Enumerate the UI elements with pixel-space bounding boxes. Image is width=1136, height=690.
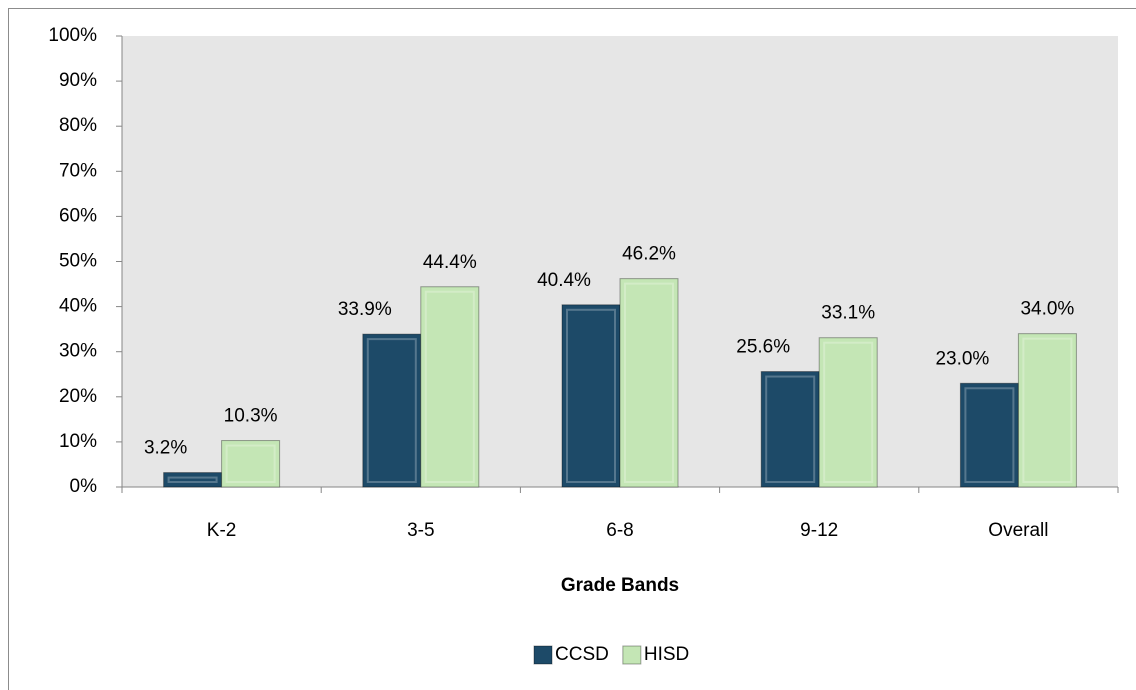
bar: [362, 333, 422, 488]
bar: [420, 286, 480, 488]
bar-bevel: [366, 338, 417, 483]
y-tick-label: 100%: [48, 25, 97, 46]
y-tick-label: 90%: [59, 70, 97, 91]
y-tick-label: 10%: [59, 431, 97, 452]
y-tick-label: 20%: [59, 386, 97, 407]
bar-bevel: [424, 290, 475, 484]
legend-swatch: [533, 645, 553, 665]
y-tick-label: 0%: [70, 476, 98, 497]
data-label: 25.6%: [736, 337, 790, 358]
legend-label: HISD: [644, 644, 689, 665]
bar: [619, 278, 679, 488]
bar-bevel: [765, 375, 816, 484]
bar: [1017, 333, 1077, 488]
bar-bevel: [823, 341, 874, 483]
bar-bevel: [167, 476, 218, 483]
bar-bevel: [225, 444, 276, 483]
y-tick-label: 40%: [59, 296, 97, 317]
y-tick-label: 70%: [59, 160, 97, 181]
bar: [760, 371, 820, 488]
legend-label: CCSD: [555, 644, 609, 665]
data-label: 10.3%: [224, 406, 278, 427]
bar-bevel: [624, 282, 674, 483]
data-label: 33.9%: [338, 299, 392, 320]
y-tick-label: 30%: [59, 341, 97, 362]
bar: [818, 337, 878, 488]
y-tick-label: 60%: [59, 205, 97, 226]
bar: [959, 382, 1019, 488]
data-label: 44.4%: [423, 252, 477, 273]
x-tick-label: 9-12: [800, 520, 838, 541]
data-label: 23.0%: [935, 348, 989, 369]
data-label: 40.4%: [537, 270, 591, 291]
data-label: 33.1%: [821, 303, 875, 324]
data-label: 46.2%: [622, 244, 676, 265]
x-tick-label: K-2: [207, 520, 237, 541]
x-axis-title: Grade Bands: [561, 575, 679, 596]
data-label: 3.2%: [144, 438, 187, 459]
legend-swatch: [622, 645, 642, 665]
bar: [221, 440, 281, 488]
x-tick-label: Overall: [988, 520, 1048, 541]
y-tick-label: 80%: [59, 115, 97, 136]
x-tick-label: 6-8: [606, 520, 633, 541]
bar-bevel: [964, 387, 1015, 483]
y-tick-label: 50%: [59, 251, 97, 272]
bar-bevel: [566, 308, 616, 483]
x-tick-label: 3-5: [407, 520, 434, 541]
bar-bevel: [1022, 337, 1073, 483]
bar: [561, 304, 621, 488]
bar: [163, 472, 223, 488]
data-label: 34.0%: [1020, 299, 1074, 320]
